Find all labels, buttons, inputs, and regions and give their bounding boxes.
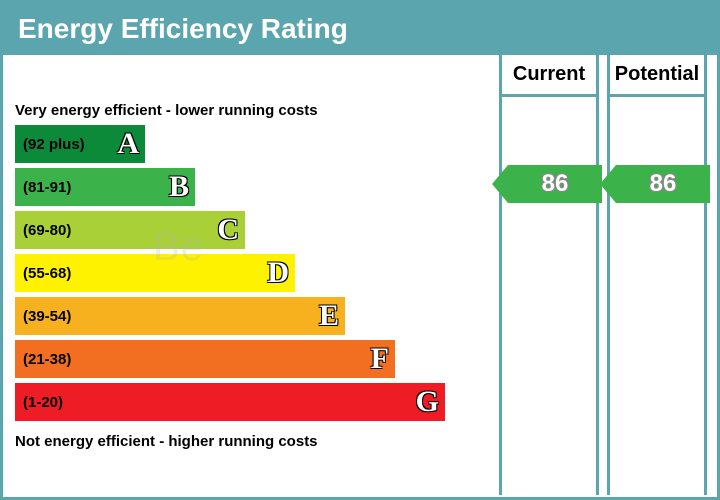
current-value: 86 [508,165,602,203]
bottom-caption: Not energy efficient - higher running co… [15,433,318,450]
potential-header: Potential [610,55,704,97]
band-range: (55-68) [15,265,71,282]
band-range: (81-91) [15,179,71,196]
value-columns: Current86Potential86 [499,55,707,495]
chart-title: Energy Efficiency Rating [3,3,717,55]
band-range: (21-38) [15,351,71,368]
rating-band-d: (55-68) D [15,254,295,292]
rating-band-f: (21-38) F [15,340,395,378]
rating-band-g: (1-20) G [15,383,445,421]
current-body: 86 [502,97,596,492]
current-value-tag: 86 [492,165,602,203]
chart-body: Very energy efficient - lower running co… [3,55,717,495]
band-range: (69-80) [15,222,71,239]
rating-band-a: (92 plus) A [15,125,145,163]
potential-value: 86 [616,165,710,203]
band-range: (92 plus) [15,136,85,153]
rating-band-e: (39-54) E [15,297,345,335]
epc-rating-chart: Energy Efficiency Rating Very energy eff… [0,0,720,500]
current-header: Current [502,55,596,97]
band-letter: C [217,213,239,247]
rating-bands: (92 plus) A (81-91) B (69-80) C (55-68) D (39-54… [15,125,445,426]
arrow-left-icon [600,165,616,203]
current-column: Current86 [499,55,599,495]
top-caption: Very energy efficient - lower running co… [15,102,318,119]
band-letter: E [319,299,339,333]
band-range: (39-54) [15,308,71,325]
potential-value-tag: 86 [600,165,710,203]
potential-column: Potential86 [607,55,707,495]
arrow-left-icon [492,165,508,203]
band-range: (1-20) [15,394,63,411]
band-letter: G [416,385,439,419]
band-letter: A [117,127,139,161]
band-letter: D [267,256,289,290]
rating-band-c: (69-80) C [15,211,245,249]
rating-band-b: (81-91) B [15,168,195,206]
potential-body: 86 [610,97,704,492]
band-letter: F [371,342,389,376]
band-letter: B [169,170,189,204]
